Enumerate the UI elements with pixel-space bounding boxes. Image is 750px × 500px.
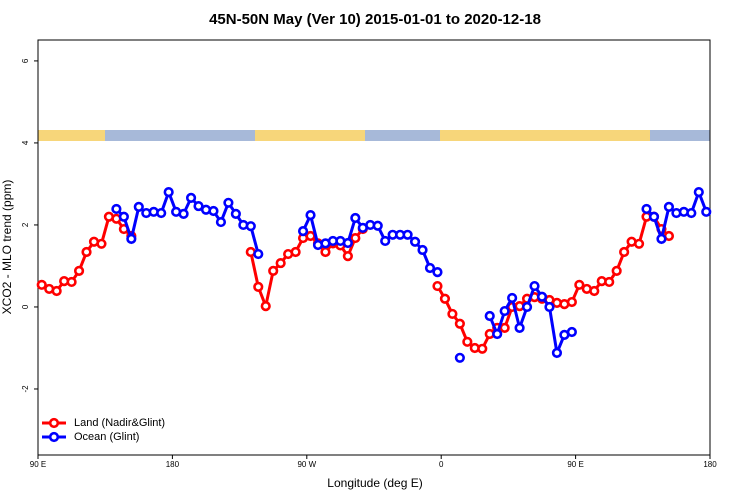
data-point bbox=[193, 200, 204, 212]
data-point bbox=[230, 208, 241, 219]
data-point bbox=[648, 211, 660, 222]
data-point bbox=[432, 267, 443, 278]
series-line bbox=[488, 282, 573, 359]
data-point bbox=[462, 336, 473, 347]
data-point bbox=[305, 210, 316, 221]
data-point bbox=[439, 293, 451, 304]
data-point bbox=[693, 187, 704, 198]
data-point bbox=[574, 279, 585, 290]
y-tick-label: 2 bbox=[21, 222, 30, 227]
data-point bbox=[477, 343, 488, 354]
data-point bbox=[163, 187, 174, 198]
data-point bbox=[96, 238, 107, 249]
legend: Land (Nadir&Glint) Ocean (Glint) bbox=[42, 417, 165, 443]
data-point bbox=[544, 301, 555, 313]
y-tick-label: -2 bbox=[21, 385, 30, 393]
data-point bbox=[51, 285, 62, 297]
data-point bbox=[566, 296, 577, 308]
data-point bbox=[126, 233, 137, 244]
data-point bbox=[223, 197, 234, 208]
data-point bbox=[484, 310, 495, 322]
data-point bbox=[350, 212, 361, 224]
legend-marker bbox=[48, 417, 60, 429]
data-point bbox=[185, 192, 197, 203]
x-tick-label: 180 bbox=[166, 460, 180, 469]
x-tick-label: 90 E bbox=[567, 460, 583, 469]
data-point bbox=[208, 205, 219, 217]
x-tick-label: 0 bbox=[439, 460, 444, 469]
data-point bbox=[701, 206, 712, 217]
data-point bbox=[454, 352, 465, 363]
data-point bbox=[402, 229, 413, 240]
x-tick-label: 90 E bbox=[30, 460, 46, 469]
data-point bbox=[521, 301, 533, 313]
data-point bbox=[260, 301, 271, 312]
data-point bbox=[656, 233, 667, 244]
y-tick-label: 4 bbox=[21, 140, 30, 145]
data-point bbox=[604, 276, 615, 288]
data-point bbox=[178, 208, 189, 219]
data-point bbox=[499, 322, 510, 333]
data-point bbox=[663, 201, 675, 213]
data-point bbox=[253, 248, 264, 260]
data-point bbox=[290, 246, 301, 258]
y-tick-label: 6 bbox=[21, 58, 30, 63]
data-point bbox=[492, 328, 503, 340]
x-axis-label: Longitude (deg E) bbox=[327, 476, 422, 490]
data-point bbox=[81, 246, 92, 258]
data-point bbox=[297, 225, 309, 237]
data-point bbox=[507, 292, 518, 304]
data-point bbox=[342, 237, 353, 249]
data-point bbox=[432, 280, 443, 292]
data-point bbox=[529, 280, 540, 292]
data-point bbox=[589, 285, 600, 297]
data-point bbox=[619, 246, 630, 258]
data-point bbox=[111, 203, 122, 215]
data-point bbox=[686, 207, 697, 219]
legend-label: Land (Nadir&Glint) bbox=[74, 417, 165, 429]
legend-label: Ocean (Glint) bbox=[74, 431, 139, 443]
data-point bbox=[66, 276, 77, 288]
data-point bbox=[409, 236, 421, 247]
data-point bbox=[380, 235, 391, 247]
data-point bbox=[372, 220, 383, 231]
data-point bbox=[133, 201, 144, 213]
map-strip bbox=[38, 130, 710, 141]
data-point bbox=[454, 318, 465, 329]
data-point bbox=[215, 216, 227, 228]
data-point bbox=[551, 347, 563, 358]
x-tick-label: 90 W bbox=[297, 460, 316, 469]
y-axis-label: XCO2 - MLO trend (ppm) bbox=[0, 180, 14, 315]
data-point bbox=[275, 257, 286, 269]
data-point bbox=[73, 265, 85, 276]
data-point bbox=[268, 265, 279, 276]
data-point bbox=[536, 291, 548, 302]
data-point bbox=[350, 232, 361, 244]
data-point bbox=[641, 203, 652, 215]
data-point bbox=[499, 305, 510, 317]
data-point bbox=[320, 246, 331, 258]
data-point bbox=[424, 262, 436, 274]
data-point bbox=[253, 281, 264, 292]
data-point bbox=[118, 211, 129, 222]
data-point bbox=[36, 279, 47, 290]
data-point bbox=[342, 251, 353, 262]
series-line bbox=[115, 187, 260, 255]
data-point bbox=[566, 326, 577, 338]
plot-frame bbox=[37, 39, 711, 456]
legend-marker bbox=[48, 431, 60, 443]
data-point bbox=[245, 221, 256, 232]
chart-title: 45N-50N May (Ver 10) 2015-01-01 to 2020-… bbox=[209, 11, 541, 28]
y-tick-label: 0 bbox=[21, 304, 30, 309]
data-point bbox=[514, 322, 525, 333]
data-point bbox=[156, 207, 167, 219]
data-point bbox=[633, 238, 645, 249]
data-point bbox=[447, 308, 458, 320]
data-point bbox=[417, 244, 428, 256]
data-point bbox=[305, 230, 316, 242]
x-tick-label: 180 bbox=[703, 460, 717, 469]
data-point bbox=[611, 265, 622, 276]
